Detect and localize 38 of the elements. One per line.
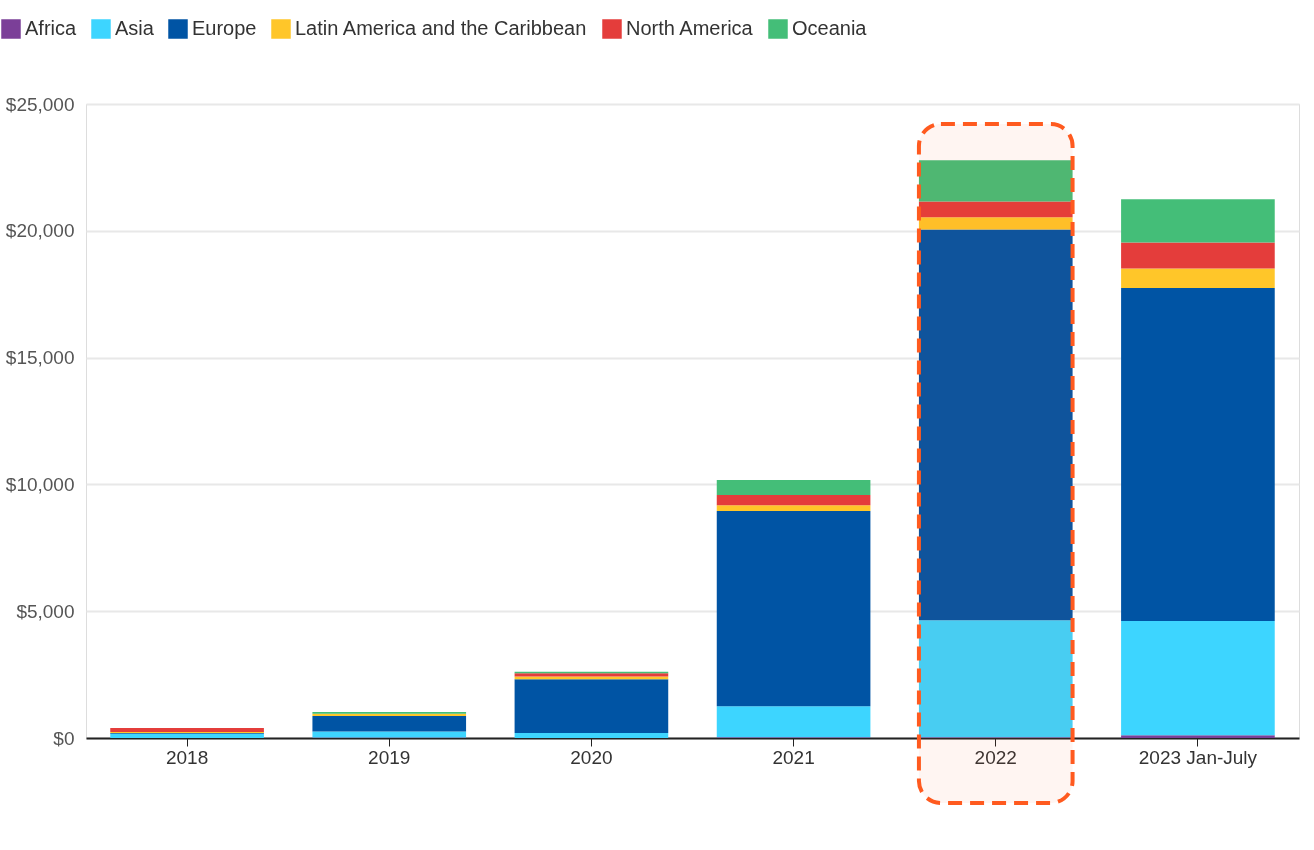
x-tick-label: 2023 Jan-July <box>1138 746 1258 768</box>
x-tick-label: 2019 <box>368 746 411 768</box>
bar <box>716 480 871 496</box>
legend-label: Oceania <box>792 17 868 39</box>
legend-label: North America <box>626 17 754 39</box>
bar <box>1121 621 1275 736</box>
legend-label: Latin America and the Caribbean <box>295 17 587 39</box>
bar <box>514 679 669 733</box>
bar <box>1121 199 1275 243</box>
y-tick-label: $5,000 <box>16 600 75 622</box>
y-tick-label: $15,000 <box>5 347 75 369</box>
legend-label: Asia <box>115 17 155 39</box>
bar <box>716 495 871 506</box>
bar <box>918 160 1073 202</box>
bar <box>1121 288 1275 622</box>
bar <box>716 706 871 738</box>
x-tick-label: 2022 <box>974 746 1017 768</box>
bar <box>110 733 264 738</box>
y-tick-label: $20,000 <box>5 220 75 242</box>
legend-label: Africa <box>25 17 77 39</box>
bar <box>312 731 467 738</box>
y-tick-label: $10,000 <box>5 473 75 495</box>
bar <box>918 201 1073 218</box>
y-tick-label: $0 <box>53 727 75 749</box>
bar <box>1121 268 1275 289</box>
x-tick-label: 2021 <box>772 746 815 768</box>
bar <box>918 620 1073 738</box>
bar <box>716 511 871 707</box>
bar <box>1121 735 1275 738</box>
bar <box>1121 242 1275 269</box>
bar <box>514 732 669 738</box>
bar <box>918 217 1073 230</box>
legend-label: Europe <box>192 17 257 39</box>
x-tick-label: 2018 <box>165 746 209 768</box>
bar <box>312 715 467 732</box>
bar <box>716 505 871 512</box>
x-tick-label: 2020 <box>570 746 613 768</box>
y-tick-label: $25,000 <box>5 93 75 115</box>
